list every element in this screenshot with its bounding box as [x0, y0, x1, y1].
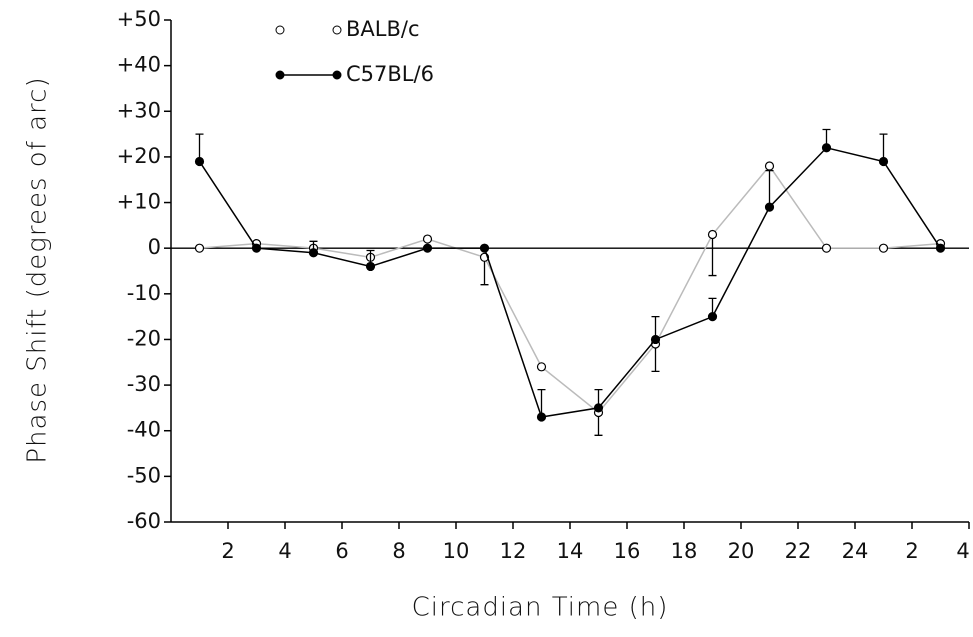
x-tick-label: 6 — [335, 539, 348, 563]
data-point — [707, 229, 718, 240]
y-tick-label: +40 — [117, 53, 161, 77]
data-point — [764, 202, 775, 212]
x-tick-label: 20 — [728, 539, 755, 563]
legend-marker — [332, 70, 342, 80]
data-point — [422, 234, 433, 244]
error-bar — [765, 169, 774, 208]
x-tick-label: 24 — [842, 539, 869, 563]
data-point — [536, 362, 547, 372]
x-tick-label: 10 — [443, 539, 470, 563]
legend-label: BALB/c — [346, 17, 420, 41]
series-line — [199, 164, 941, 414]
x-tick-label: 4 — [278, 539, 291, 563]
data-point — [479, 243, 490, 253]
legend-marker — [275, 70, 285, 80]
data-point — [878, 243, 889, 253]
y-tick-label: -20 — [127, 326, 161, 350]
data-point — [821, 143, 832, 153]
y-tick-label: -50 — [127, 463, 161, 487]
data-point — [536, 412, 547, 422]
data-point — [878, 156, 889, 167]
x-tick-label: 4 — [956, 539, 969, 563]
y-tick-label: -40 — [127, 418, 161, 442]
data-point — [650, 334, 661, 345]
data-point — [251, 243, 262, 253]
data-point — [593, 403, 604, 413]
y-tick-label: -10 — [127, 281, 161, 305]
y-tick-label: +30 — [117, 98, 161, 122]
x-tick-label: 22 — [785, 539, 812, 563]
legend-marker — [275, 25, 285, 35]
x-tick-label: 8 — [392, 539, 405, 563]
x-tick-label: 12 — [500, 539, 527, 563]
data-point — [935, 243, 946, 253]
error-bar — [708, 234, 717, 277]
data-point — [308, 248, 319, 258]
x-tick-label: 2 — [221, 539, 234, 563]
x-tick-label: 16 — [614, 539, 641, 563]
y-tick-label: +50 — [117, 7, 161, 31]
y-tick-label: +10 — [117, 190, 161, 214]
y-tick-label: -30 — [127, 372, 161, 396]
y-axis-label: Phase Shift (degrees of arc) — [23, 76, 53, 463]
data-point — [194, 243, 205, 253]
x-tick-label: 14 — [557, 539, 584, 563]
y-tick-label: +20 — [117, 144, 161, 168]
x-tick-label: 2 — [905, 539, 918, 563]
data-point — [422, 243, 433, 253]
y-tick-label: -60 — [127, 509, 161, 533]
data-point — [821, 243, 832, 253]
y-tick-label: 0 — [148, 235, 161, 259]
data-point — [365, 261, 376, 272]
legend-label: C57BL/6 — [346, 62, 434, 86]
series-line — [198, 146, 942, 418]
legend-marker — [332, 25, 342, 35]
x-tick-label: 18 — [671, 539, 698, 563]
x-axis-label: Circadian Time (h) — [412, 593, 669, 623]
data-point — [707, 312, 718, 322]
data-point — [764, 161, 775, 171]
data-point — [194, 156, 205, 167]
